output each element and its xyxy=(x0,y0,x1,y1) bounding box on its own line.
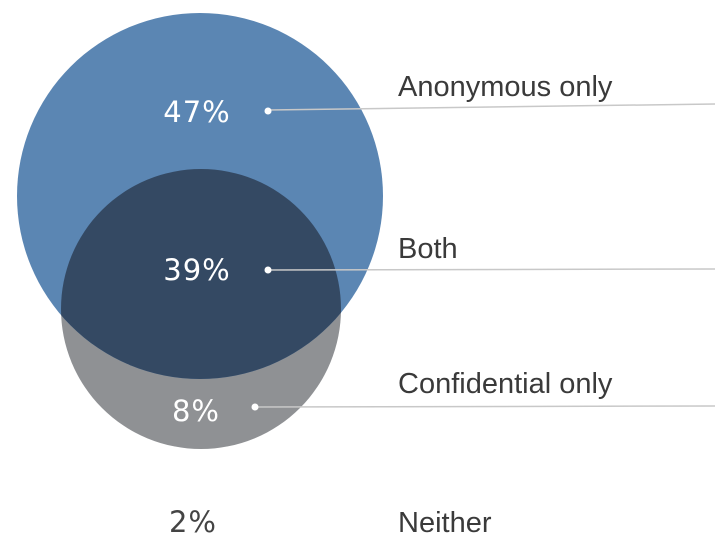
percent-anonymous-only: 47% xyxy=(163,95,230,129)
percent-both: 39% xyxy=(163,253,230,287)
label-both: Both xyxy=(398,233,458,265)
leader-line-anonymous xyxy=(267,103,715,111)
leader-dot-confidential xyxy=(251,403,259,411)
percent-confidential-only: 8% xyxy=(172,394,220,428)
leader-dot-both xyxy=(264,266,272,274)
leader-line-both xyxy=(267,268,715,271)
percent-neither: 2% xyxy=(169,505,217,536)
label-neither: Neither xyxy=(398,507,492,536)
label-anonymous-only: Anonymous only xyxy=(398,71,613,103)
leader-dot-anonymous xyxy=(264,107,272,115)
label-confidential-only: Confidential only xyxy=(398,368,613,400)
leader-line-confidential xyxy=(254,405,715,408)
overlap-region xyxy=(61,169,341,379)
